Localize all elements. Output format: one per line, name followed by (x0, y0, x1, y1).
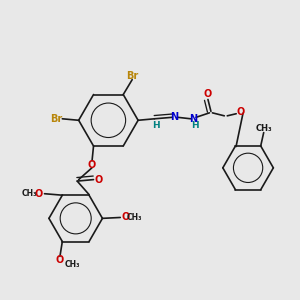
Text: O: O (35, 189, 43, 199)
Text: O: O (95, 175, 103, 184)
Text: CH₃: CH₃ (65, 260, 80, 269)
Text: CH₃: CH₃ (127, 213, 142, 222)
Text: N: N (189, 114, 197, 124)
Text: O: O (204, 89, 212, 99)
Text: O: O (56, 255, 64, 265)
Text: H: H (191, 121, 198, 130)
Text: CH₃: CH₃ (255, 124, 272, 133)
Text: CH₃: CH₃ (22, 189, 37, 198)
Text: H: H (152, 121, 160, 130)
Text: N: N (171, 112, 179, 122)
Text: O: O (88, 160, 96, 170)
Text: Br: Br (50, 114, 62, 124)
Text: Br: Br (126, 71, 138, 81)
Text: O: O (236, 107, 245, 117)
Text: O: O (122, 212, 130, 223)
